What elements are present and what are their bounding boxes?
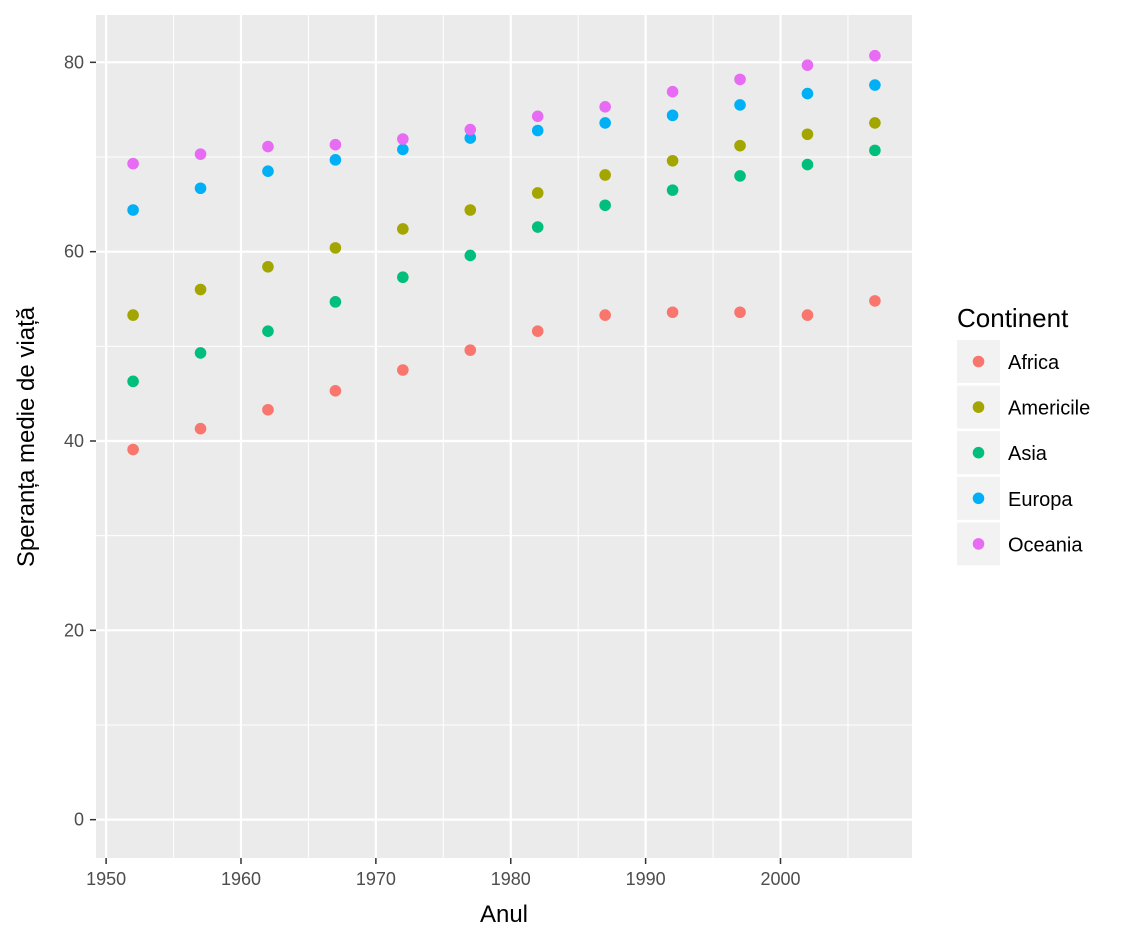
data-point-americile [127, 309, 139, 321]
data-point-africa [531, 325, 544, 337]
data-point-europa [666, 109, 679, 122]
data-point-africa [262, 403, 274, 416]
data-point-europa [734, 99, 746, 111]
legend-item-americile: Americile [957, 385, 1090, 429]
data-point-asia [531, 221, 544, 233]
data-point-asia [801, 158, 814, 171]
data-point-africa [801, 309, 814, 321]
legend-label: Americile [1008, 398, 1090, 420]
x-tick-label: 1990 [626, 869, 666, 889]
data-point-americile [869, 117, 881, 129]
data-point-asia [464, 249, 477, 262]
data-point-americile [329, 242, 342, 254]
data-point-africa [464, 344, 477, 356]
x-tick-label: 1960 [221, 869, 261, 889]
data-point-oceania [666, 85, 679, 98]
data-point-oceania [329, 138, 342, 151]
y-tick-label: 80 [64, 52, 84, 72]
data-point-americile [194, 283, 207, 296]
data-point-africa [329, 385, 342, 397]
grid-minor [96, 15, 912, 858]
data-point-europa [599, 117, 611, 129]
data-point-americile [801, 128, 814, 141]
data-point-europa [262, 165, 274, 177]
y-tick-label: 60 [64, 242, 84, 262]
data-point-asia [666, 184, 679, 196]
legend: Continent Africa Americile Asia Europa Ocean… [957, 303, 1090, 566]
data-point-americile [531, 187, 544, 199]
data-point-oceania [801, 59, 814, 71]
data-point-asia [869, 144, 881, 157]
data-point-oceania [262, 140, 274, 153]
x-tick-label: 2000 [760, 869, 800, 889]
data-point-europa [801, 87, 814, 100]
x-axis-title: Anul [480, 901, 528, 928]
data-point-oceania [194, 148, 207, 160]
data-point-africa [397, 364, 409, 376]
data-point-asia [262, 325, 274, 337]
x-tick-label: 1980 [491, 869, 531, 889]
legend-marker [972, 355, 985, 368]
data-point-americile [666, 154, 679, 167]
data-point-europa [127, 204, 139, 216]
data-point-oceania [127, 157, 139, 170]
x-axis-ticks: 1950 1960 1970 1980 1990 2000 [86, 858, 801, 889]
data-point-asia [599, 199, 611, 212]
data-point-africa [869, 295, 881, 307]
legend-item-africa: Africa [957, 340, 1060, 383]
data-point-europa [397, 143, 409, 156]
y-tick-label: 0 [74, 810, 84, 830]
data-points [127, 49, 881, 456]
data-point-americile [734, 139, 746, 152]
legend-label: Asia [1008, 443, 1048, 465]
data-point-oceania [464, 123, 477, 136]
data-point-europa [329, 154, 342, 166]
data-point-africa [734, 306, 746, 319]
data-point-africa [127, 443, 139, 456]
data-point-africa [194, 422, 207, 435]
data-point-asia [734, 170, 746, 182]
y-tick-label: 40 [64, 431, 84, 451]
x-tick-label: 1970 [356, 869, 396, 889]
data-point-oceania [869, 49, 881, 62]
y-axis-title: Speranța medie de viață [13, 306, 40, 567]
data-point-oceania [397, 133, 409, 145]
legend-label: Oceania [1008, 534, 1083, 556]
data-point-europa [194, 182, 207, 195]
legend-title: Continent [957, 303, 1069, 333]
legend-items: Africa Americile Asia Europa Oceania [957, 340, 1090, 566]
legend-item-asia: Asia [957, 431, 1048, 475]
data-point-americile [262, 261, 274, 273]
data-point-asia [397, 271, 409, 284]
legend-item-oceania: Oceania [957, 522, 1083, 566]
x-tick-label: 1950 [86, 869, 126, 889]
data-point-europa [464, 132, 477, 144]
legend-marker [972, 446, 985, 459]
legend-label: Africa [1008, 352, 1060, 374]
data-point-americile [397, 223, 409, 235]
y-axis-ticks: 0 20 40 60 80 [64, 52, 96, 830]
grid-major [96, 15, 912, 858]
data-point-europa [531, 124, 544, 137]
legend-marker [972, 492, 985, 505]
data-point-americile [464, 204, 477, 216]
data-point-oceania [734, 73, 746, 86]
data-point-oceania [599, 101, 611, 113]
legend-marker [972, 538, 985, 550]
data-point-asia [127, 375, 139, 388]
data-point-asia [194, 347, 207, 359]
legend-marker [972, 401, 985, 413]
data-point-africa [599, 309, 611, 321]
legend-label: Europa [1008, 489, 1073, 511]
y-tick-label: 20 [64, 620, 84, 640]
plot-panel [96, 15, 912, 858]
data-point-oceania [531, 110, 544, 123]
legend-item-europa: Europa [957, 476, 1073, 520]
data-point-africa [666, 306, 679, 319]
data-point-asia [329, 296, 342, 308]
data-point-europa [869, 79, 881, 91]
data-point-americile [599, 169, 611, 181]
